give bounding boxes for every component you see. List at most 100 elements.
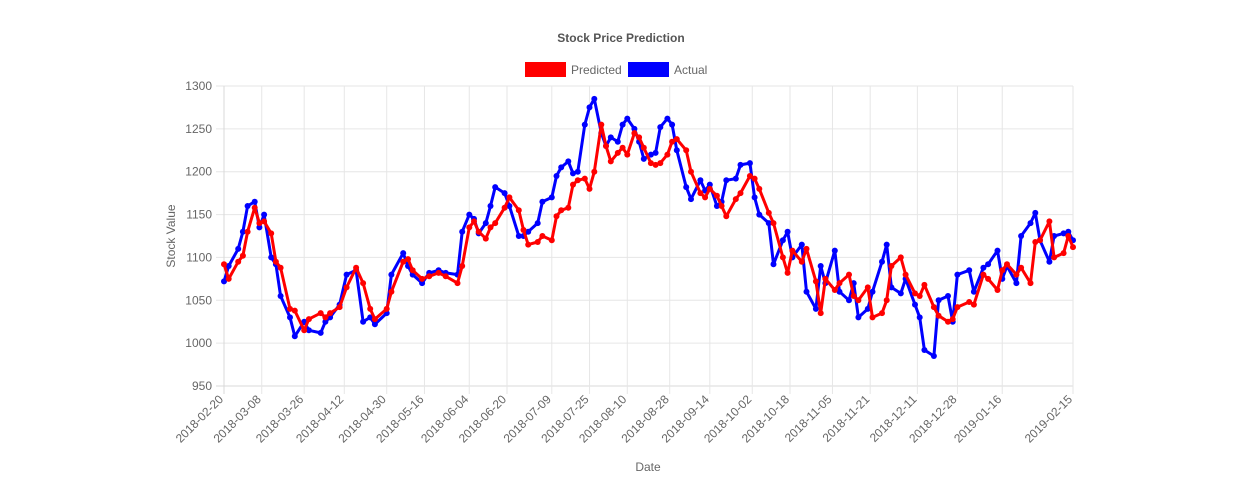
data-point-actual[interactable] bbox=[570, 170, 576, 177]
data-point-actual[interactable] bbox=[897, 290, 904, 297]
data-point-actual[interactable] bbox=[251, 198, 258, 205]
data-point-predicted[interactable] bbox=[591, 168, 598, 175]
data-point-actual[interactable] bbox=[419, 280, 426, 287]
data-point-predicted[interactable] bbox=[688, 168, 694, 175]
data-point-predicted[interactable] bbox=[1065, 233, 1072, 239]
data-point-actual[interactable] bbox=[487, 203, 494, 209]
data-point-predicted[interactable] bbox=[291, 307, 298, 314]
data-point-actual[interactable] bbox=[647, 151, 654, 158]
data-point-predicted[interactable] bbox=[921, 281, 928, 288]
data-point-predicted[interactable] bbox=[1037, 237, 1043, 244]
data-point-predicted[interactable] bbox=[836, 280, 843, 287]
data-point-predicted[interactable] bbox=[683, 147, 690, 154]
data-point-predicted[interactable] bbox=[548, 237, 555, 244]
data-point-actual[interactable] bbox=[930, 353, 937, 359]
data-point-predicted[interactable] bbox=[435, 269, 442, 276]
data-point-actual[interactable] bbox=[1060, 230, 1067, 237]
data-point-predicted[interactable] bbox=[487, 224, 494, 231]
data-point-predicted[interactable] bbox=[586, 185, 593, 192]
data-point-predicted[interactable] bbox=[268, 230, 275, 237]
data-point-actual[interactable] bbox=[879, 258, 885, 265]
data-point-actual[interactable] bbox=[367, 314, 374, 321]
data-point-predicted[interactable] bbox=[565, 204, 572, 211]
data-point-predicted[interactable] bbox=[603, 143, 609, 149]
data-point-actual[interactable] bbox=[779, 237, 786, 244]
data-point-predicted[interactable] bbox=[343, 284, 350, 291]
data-point-predicted[interactable] bbox=[657, 160, 664, 167]
data-point-predicted[interactable] bbox=[883, 297, 890, 304]
data-point-actual[interactable] bbox=[746, 160, 753, 167]
data-point-predicted[interactable] bbox=[301, 327, 308, 334]
data-point-predicted[interactable] bbox=[475, 228, 482, 235]
data-point-predicted[interactable] bbox=[614, 149, 621, 156]
data-point-predicted[interactable] bbox=[525, 241, 532, 248]
data-point-predicted[interactable] bbox=[985, 275, 992, 282]
data-point-predicted[interactable] bbox=[970, 301, 977, 308]
data-point-actual[interactable] bbox=[945, 293, 951, 299]
data-point-actual[interactable] bbox=[277, 293, 284, 299]
data-point-actual[interactable] bbox=[553, 173, 560, 179]
data-point-actual[interactable] bbox=[1065, 228, 1072, 235]
data-point-actual[interactable] bbox=[506, 203, 513, 209]
data-point-predicted[interactable] bbox=[1060, 250, 1067, 257]
data-point-predicted[interactable] bbox=[336, 304, 343, 311]
data-point-actual[interactable] bbox=[864, 305, 871, 312]
data-point-actual[interactable] bbox=[664, 115, 671, 122]
data-point-predicted[interactable] bbox=[664, 151, 671, 158]
data-point-predicted[interactable] bbox=[598, 121, 605, 128]
data-point-predicted[interactable] bbox=[737, 190, 744, 197]
data-point-actual[interactable] bbox=[831, 247, 838, 254]
data-point-actual[interactable] bbox=[954, 271, 961, 278]
data-point-actual[interactable] bbox=[883, 241, 890, 248]
data-point-predicted[interactable] bbox=[482, 235, 489, 242]
data-point-predicted[interactable] bbox=[713, 192, 720, 199]
data-point-actual[interactable] bbox=[501, 190, 508, 197]
data-point-predicted[interactable] bbox=[367, 305, 374, 312]
data-point-predicted[interactable] bbox=[636, 134, 643, 141]
data-point-predicted[interactable] bbox=[822, 275, 829, 282]
data-point-actual[interactable] bbox=[657, 124, 664, 131]
data-point-predicted[interactable] bbox=[1051, 254, 1058, 261]
data-point-actual[interactable] bbox=[624, 115, 631, 122]
data-point-predicted[interactable] bbox=[897, 254, 904, 261]
data-point-actual[interactable] bbox=[482, 220, 489, 227]
data-point-predicted[interactable] bbox=[244, 228, 251, 235]
data-point-actual[interactable] bbox=[683, 184, 690, 191]
data-point-predicted[interactable] bbox=[221, 261, 227, 268]
data-point-predicted[interactable] bbox=[388, 288, 395, 295]
data-point-predicted[interactable] bbox=[980, 271, 987, 278]
data-point-predicted[interactable] bbox=[1013, 271, 1020, 278]
data-point-predicted[interactable] bbox=[930, 304, 937, 311]
data-point-predicted[interactable] bbox=[784, 269, 791, 276]
data-point-predicted[interactable] bbox=[702, 194, 709, 201]
data-point-actual[interactable] bbox=[765, 220, 772, 227]
legend-item-predicted[interactable]: Predicted bbox=[525, 62, 622, 77]
data-point-predicted[interactable] bbox=[706, 185, 713, 192]
data-point-predicted[interactable] bbox=[732, 196, 739, 203]
data-point-predicted[interactable] bbox=[751, 175, 758, 182]
data-point-predicted[interactable] bbox=[419, 275, 426, 282]
data-point-actual[interactable] bbox=[669, 121, 676, 128]
data-point-predicted[interactable] bbox=[371, 316, 378, 323]
data-point-actual[interactable] bbox=[565, 158, 572, 165]
data-point-predicted[interactable] bbox=[454, 280, 461, 287]
data-point-actual[interactable] bbox=[388, 271, 395, 278]
data-point-predicted[interactable] bbox=[558, 207, 565, 214]
data-point-actual[interactable] bbox=[574, 168, 581, 175]
data-point-predicted[interactable] bbox=[553, 213, 560, 220]
data-point-actual[interactable] bbox=[515, 233, 522, 239]
data-point-actual[interactable] bbox=[652, 149, 659, 156]
data-point-actual[interactable] bbox=[846, 297, 852, 304]
data-point-actual[interactable] bbox=[1018, 233, 1025, 239]
data-point-actual[interactable] bbox=[770, 261, 777, 268]
data-point-predicted[interactable] bbox=[994, 287, 1001, 293]
data-point-actual[interactable] bbox=[912, 301, 918, 308]
data-point-predicted[interactable] bbox=[1004, 261, 1010, 268]
data-point-predicted[interactable] bbox=[945, 318, 951, 325]
data-point-predicted[interactable] bbox=[803, 245, 810, 252]
data-point-actual[interactable] bbox=[784, 228, 791, 235]
data-point-predicted[interactable] bbox=[697, 190, 704, 197]
data-point-predicted[interactable] bbox=[400, 258, 407, 265]
data-point-actual[interactable] bbox=[343, 271, 350, 278]
data-point-predicted[interactable] bbox=[647, 160, 654, 167]
